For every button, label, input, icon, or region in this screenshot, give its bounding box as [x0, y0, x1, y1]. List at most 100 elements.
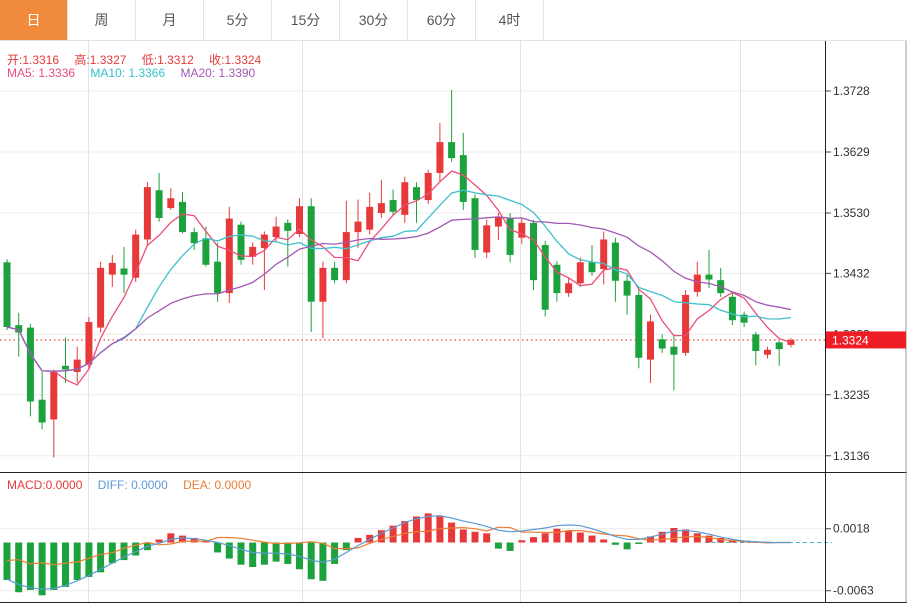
macd-bar-negative: [3, 542, 11, 581]
macd-bar-negative: [284, 542, 292, 564]
macd-bar-negative: [132, 542, 140, 556]
macd-bar-positive: [588, 535, 596, 543]
candle-body: [237, 224, 245, 260]
ohlc-close-value: 1.3324: [224, 53, 262, 67]
candle-body: [401, 182, 409, 215]
candle-down: [728, 293, 736, 326]
candle-up: [272, 216, 280, 243]
candle-up: [682, 290, 690, 356]
candle-body: [623, 280, 631, 296]
macd-bar-positive: [530, 537, 537, 543]
ma5-line: [6, 170, 792, 386]
macd-bar-negative: [120, 542, 128, 561]
candle-down: [237, 221, 245, 265]
candle-body: [436, 142, 444, 173]
macd-bar-negative: [611, 542, 619, 545]
ohlc-low-label: 低:: [141, 53, 158, 67]
tab-30min[interactable]: 30分: [340, 0, 408, 40]
candle-down: [38, 371, 46, 430]
candle-body: [459, 155, 467, 202]
current-price-badge: 1.3324: [826, 331, 906, 349]
candle-up: [225, 206, 233, 303]
diff-value-readout: DIFF: 0.0000: [98, 478, 168, 492]
ohlc-low: 低:1.3312: [142, 53, 194, 67]
tab-month[interactable]: 月: [136, 0, 204, 40]
macd-bar-positive: [354, 537, 362, 543]
candle-down: [553, 261, 561, 302]
dea-value-readout: DEA: 0.0000: [183, 478, 251, 492]
macd-bar-positive: [600, 539, 608, 543]
candle-body: [682, 294, 690, 353]
candle-body: [62, 365, 69, 370]
tab-4hour[interactable]: 4时: [476, 0, 544, 40]
candle-body: [284, 222, 292, 231]
macd-bar-positive: [413, 516, 420, 543]
price-tick-label: 1.3728: [833, 84, 870, 98]
diff-value: 0.0000: [131, 478, 168, 492]
macd-bar-positive: [389, 525, 397, 543]
price-tick-label: 1.3136: [833, 449, 870, 463]
candle-down: [459, 132, 467, 210]
ma20-readout: MA20: 1.3390: [180, 66, 255, 80]
macd-bar-positive: [377, 530, 385, 543]
candle-up: [296, 198, 303, 238]
macd-bar-positive: [401, 521, 409, 543]
candle-down: [471, 194, 479, 258]
candle-body: [518, 222, 526, 238]
tab-day[interactable]: 日: [0, 0, 68, 40]
price-tick-label: 1.3530: [833, 206, 870, 220]
candle-body: [38, 399, 46, 423]
candle-body: [155, 190, 163, 218]
candle-body: [225, 218, 233, 294]
grid-lines: [0, 41, 825, 602]
candle-up: [73, 346, 81, 384]
tab-bar: 日周月 5分 15分 30分 60分 4时: [0, 0, 907, 41]
tab-5min[interactable]: 5分: [204, 0, 272, 40]
candle-body: [752, 334, 760, 352]
candle-down: [530, 219, 537, 291]
candle-up: [401, 176, 409, 223]
tab-week[interactable]: 周: [68, 0, 136, 40]
price-badge-value: 1.3324: [832, 333, 869, 347]
candle-down: [588, 245, 596, 276]
candle-series: [3, 89, 795, 458]
candle-body: [202, 238, 210, 265]
candle-body: [167, 198, 175, 209]
price-tick-label: 1.3629: [833, 145, 870, 159]
candle-body: [576, 262, 584, 284]
ohlc-open-label: 开:: [7, 53, 23, 67]
tab-60min[interactable]: 60分: [408, 0, 476, 40]
ma5-value: 1.3336: [38, 66, 76, 80]
candle-down: [214, 242, 222, 302]
candle-down: [740, 311, 748, 327]
price-tick-label: 1.3432: [833, 266, 870, 280]
candle-up: [377, 179, 385, 218]
ohlc-open: 开:1.3316: [7, 53, 59, 67]
candle-body: [73, 359, 81, 372]
macd-bar-negative: [97, 542, 105, 573]
candle-up: [143, 182, 151, 246]
candle-body: [740, 314, 748, 323]
ohlc-high-label: 高:: [74, 53, 90, 67]
macd-bar-negative: [73, 542, 81, 581]
ohlc-high-value: 1.3327: [89, 53, 127, 67]
candle-up: [132, 229, 140, 283]
candle-down: [120, 246, 128, 294]
candle-body: [471, 198, 479, 250]
macd-bar-positive: [553, 528, 561, 543]
candle-body: [658, 339, 666, 349]
macd-bar-negative: [494, 542, 502, 549]
macd-bar-negative: [635, 542, 643, 545]
candle-body: [693, 274, 701, 292]
candle-up: [518, 218, 526, 244]
candle-body: [775, 342, 783, 350]
candle-body: [670, 346, 678, 355]
tab-15min[interactable]: 15分: [272, 0, 340, 40]
macd-bar-positive: [541, 533, 549, 543]
candle-up: [85, 317, 93, 370]
price-tick-label: 1.3235: [833, 388, 870, 402]
candle-down: [190, 227, 198, 250]
candle-body: [377, 203, 385, 213]
macd-bar-positive: [179, 535, 186, 543]
